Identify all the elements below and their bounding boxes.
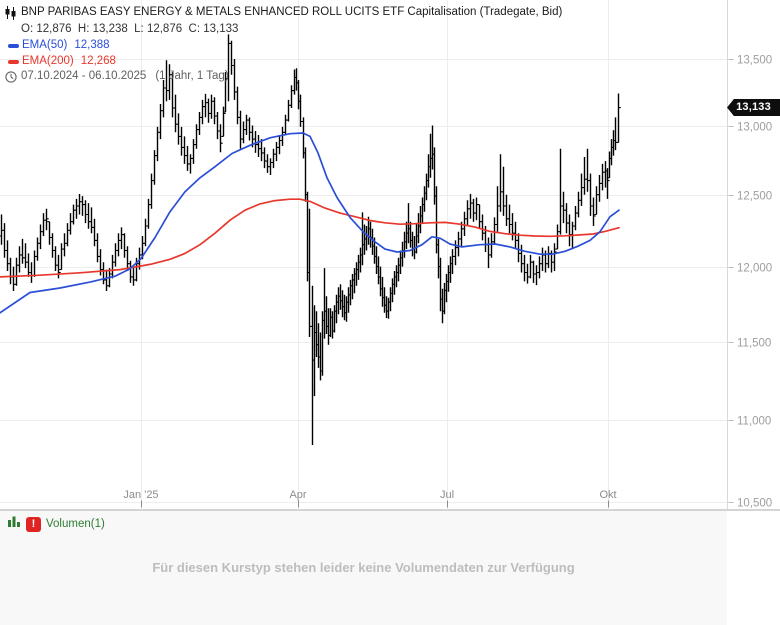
x-axis-label: Jan '25 [123, 489, 158, 501]
x-axis-label: Okt [599, 489, 616, 501]
volume-indicator-label: Volumen(1) [46, 518, 105, 530]
ema50-line [0, 132, 620, 314]
y-axis-label: 10,500 [737, 498, 772, 510]
ohlc-bars [0, 34, 621, 445]
volume-indicator-header[interactable]: ! Volumen(1) [8, 516, 105, 532]
y-axis-label: 13,500 [737, 55, 772, 67]
price-chart[interactable]: 13,500 13,000 12,500 12,000 11,500 11,000 10,5… [0, 0, 780, 509]
price-chart-panel: 13,500 13,000 12,500 12,000 11,500 11,000 10,5… [0, 0, 780, 509]
y-axis-label: 13,000 [737, 122, 772, 134]
grid [0, 0, 728, 509]
x-axis-label: Jul [440, 489, 454, 501]
volume-panel: ! Volumen(1) Für diesen Kurstyp stehen l… [0, 511, 780, 625]
y-axis-label: 12,000 [737, 263, 772, 275]
error-exclamation-icon: ! [26, 516, 41, 532]
panel-separator[interactable] [0, 509, 780, 511]
volume-bars-icon [8, 515, 21, 533]
no-volume-data-message: Für diesen Kurstyp stehen leider keine V… [152, 560, 575, 575]
last-price-tag: 13,133 [727, 99, 780, 116]
y-axis-label: 11,500 [737, 338, 771, 350]
y-axis-label: 12,500 [737, 191, 772, 203]
x-axis-label: Apr [289, 489, 306, 501]
y-axis-label: 11,000 [737, 416, 771, 428]
ema200-line [0, 198, 620, 278]
x-axis[interactable]: Jan '25 Apr Jul Okt [123, 489, 617, 508]
y-axis[interactable]: 13,500 13,000 12,500 12,000 11,500 11,000 10,5… [728, 55, 773, 510]
